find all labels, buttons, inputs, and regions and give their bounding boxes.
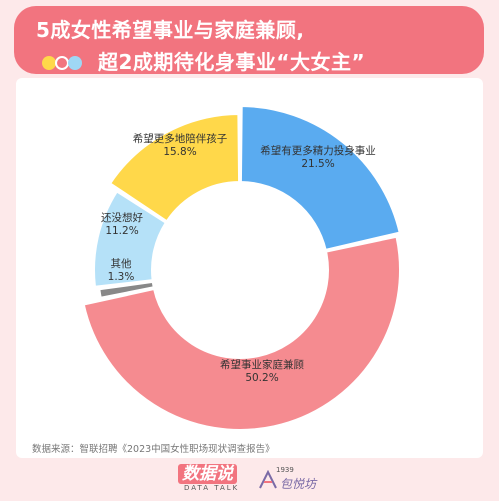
slice-value: 50.2% bbox=[245, 372, 279, 384]
label-other: 其他 1.3% bbox=[108, 258, 135, 284]
label-undecided: 还没想好 11.2% bbox=[101, 212, 143, 238]
slice-name: 希望事业家庭兼顾 bbox=[220, 359, 304, 371]
partner-year: 1939 bbox=[276, 466, 294, 474]
partner-logo: 1939 包悦坊 bbox=[258, 466, 328, 494]
decorative-dots bbox=[42, 56, 92, 72]
donut-slice-balance-both bbox=[82, 235, 401, 432]
brand-name: 数据说 bbox=[178, 464, 237, 484]
slice-value: 1.3% bbox=[107, 271, 135, 283]
label-balance-both: 希望事业家庭兼顾 50.2% bbox=[220, 359, 304, 385]
slice-name: 希望有更多精力投身事业 bbox=[260, 145, 376, 157]
data-source: 数据来源：智联招聘《2023中国女性职场现状调查报告》 bbox=[32, 444, 275, 455]
title-line-1: 5成女性希望事业与家庭兼顾, bbox=[36, 18, 305, 42]
slice-name: 其他 bbox=[110, 258, 132, 270]
brand-subtitle: DATA TALK bbox=[184, 484, 240, 492]
title-banner: 5成女性希望事业与家庭兼顾, 超2成期待化身事业“大女主” bbox=[14, 6, 484, 74]
title-line-2: 超2成期待化身事业“大女主” bbox=[98, 50, 366, 74]
slice-value: 11.2% bbox=[105, 225, 139, 237]
label-focus-career: 希望有更多精力投身事业 21.5% bbox=[260, 145, 376, 171]
yellow-dot bbox=[42, 56, 56, 70]
slice-value: 21.5% bbox=[301, 158, 335, 170]
slice-name: 还没想好 bbox=[101, 212, 143, 224]
donut-slice-other bbox=[98, 280, 155, 299]
donut-slice-focus-career bbox=[239, 104, 401, 252]
slice-name: 希望更多地陪伴孩子 bbox=[132, 133, 228, 145]
partner-name: 包悦坊 bbox=[280, 477, 317, 491]
donut-slice-undecided bbox=[93, 190, 168, 288]
label-more-time-kids: 希望更多地陪伴孩子 15.8% bbox=[133, 133, 228, 159]
partner-mark-icon bbox=[259, 470, 277, 489]
donut-slice-more-time-kids bbox=[108, 112, 241, 223]
slice-value: 15.8% bbox=[163, 146, 197, 158]
blue-dot bbox=[68, 56, 82, 70]
